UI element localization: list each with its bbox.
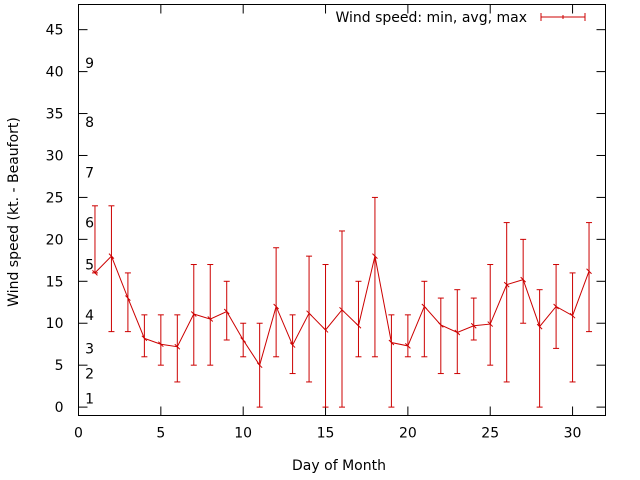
- avg-point: [437, 322, 444, 328]
- avg-point: [240, 337, 247, 343]
- x-axis-title: Day of Month: [292, 458, 386, 474]
- avg-point: [289, 342, 296, 348]
- series-layer: [91, 196, 593, 408]
- y-tick-label: 25: [46, 190, 64, 206]
- avg-point: [405, 343, 411, 349]
- avg-point: [569, 312, 576, 319]
- avg-point: [536, 323, 543, 330]
- avg-point: [487, 321, 494, 327]
- x-tick-label: 20: [399, 426, 417, 442]
- x-axis-ticks: 0 5 10 15 20 25 30: [74, 4, 582, 442]
- x-tick-label: 10: [234, 426, 252, 442]
- avg-point: [207, 316, 214, 322]
- y-tick-label: 15: [46, 274, 64, 290]
- beaufort-label: 7: [85, 165, 94, 181]
- avg-point: [503, 281, 510, 288]
- avg-point: [388, 339, 395, 346]
- y-tick-label: 40: [46, 65, 64, 81]
- avg-point: [157, 341, 164, 348]
- y-tick-label: 45: [46, 23, 64, 39]
- x-tick-label: 15: [317, 426, 335, 442]
- avg-point: [355, 322, 362, 329]
- avg-point: [470, 322, 477, 329]
- avg-point: [190, 311, 197, 317]
- beaufort-label: 8: [85, 115, 94, 131]
- x-tick-label: 30: [564, 426, 582, 442]
- beaufort-label: 3: [85, 341, 94, 357]
- beaufort-label: 9: [85, 56, 94, 72]
- avg-point: [421, 303, 428, 310]
- avg-point: [125, 295, 131, 301]
- y-tick-label: 0: [55, 400, 64, 416]
- avg-point: [586, 268, 592, 275]
- avg-point: [141, 335, 148, 342]
- plot-frame: [78, 4, 606, 416]
- y-tick-label: 5: [55, 358, 64, 374]
- avg-point: [553, 303, 559, 310]
- avg-point: [520, 276, 527, 283]
- avg-point: [339, 306, 345, 313]
- beaufort-scale-labels: 1 2 3 4 5 6 7 8 9: [85, 56, 94, 408]
- beaufort-label: 2: [85, 367, 94, 383]
- avg-point: [174, 343, 181, 350]
- avg-point: [273, 303, 279, 310]
- x-tick-label: 25: [481, 426, 499, 442]
- y-tick-label: 30: [46, 148, 64, 164]
- legend-label: Wind speed: min, avg, max: [335, 10, 527, 26]
- beaufort-label: 5: [85, 258, 94, 274]
- avg-point: [306, 310, 312, 317]
- avg-point: [372, 253, 378, 259]
- y-tick-label: 10: [46, 316, 64, 332]
- y-tick-label: 35: [46, 107, 64, 123]
- avg-point: [256, 362, 263, 369]
- avg-point: [92, 270, 98, 276]
- x-tick-label: 0: [74, 426, 83, 442]
- legend: Wind speed: min, avg, max: [335, 10, 586, 26]
- y-axis-title: Wind speed (kt. - Beaufort): [6, 117, 22, 307]
- beaufort-label: 4: [85, 308, 94, 324]
- avg-point: [454, 329, 461, 336]
- avg-point: [108, 253, 115, 259]
- x-tick-label: 5: [156, 426, 165, 442]
- avg-point: [322, 327, 329, 333]
- beaufort-label: 1: [85, 392, 94, 408]
- y-tick-label: 20: [46, 232, 64, 248]
- beaufort-label: 6: [85, 216, 94, 232]
- avg-point: [223, 308, 230, 315]
